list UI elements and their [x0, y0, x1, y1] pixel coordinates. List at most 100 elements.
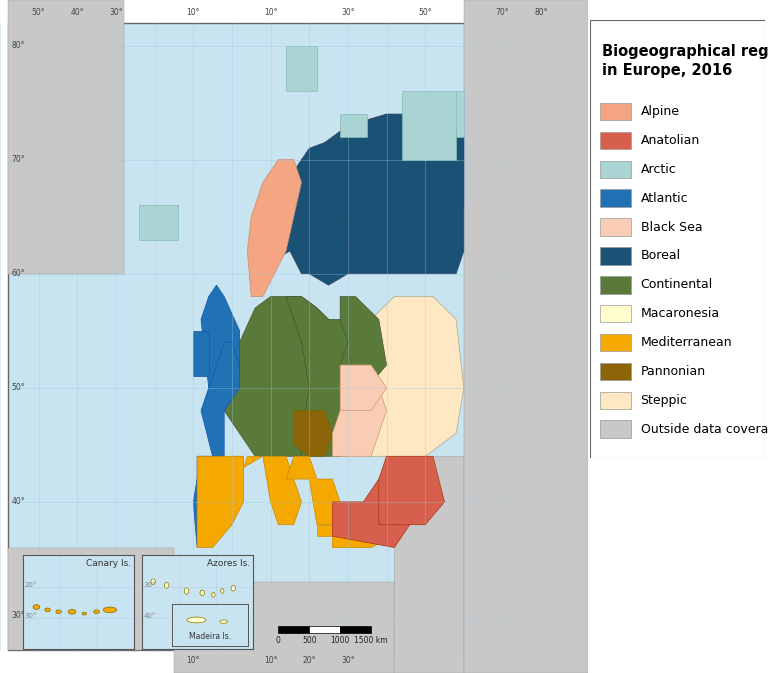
Ellipse shape [212, 592, 215, 597]
Text: 0: 0 [276, 637, 281, 645]
Polygon shape [333, 388, 386, 456]
Text: Canary Is.: Canary Is. [86, 559, 131, 568]
Text: Black Sea: Black Sea [641, 221, 702, 234]
Text: 30°: 30° [12, 612, 25, 621]
Text: Mediterranean: Mediterranean [641, 336, 732, 349]
Polygon shape [286, 46, 317, 92]
Ellipse shape [151, 579, 155, 584]
Text: 40°: 40° [143, 614, 156, 619]
Bar [601, 132, 631, 149]
Text: 1500 km: 1500 km [354, 637, 388, 645]
Polygon shape [174, 581, 394, 673]
Polygon shape [8, 0, 124, 274]
Polygon shape [379, 456, 445, 525]
Text: 1000: 1000 [330, 637, 350, 645]
Bar [601, 363, 631, 380]
Text: 70°: 70° [495, 8, 509, 17]
Polygon shape [340, 297, 386, 388]
Polygon shape [333, 479, 418, 548]
Polygon shape [255, 411, 310, 456]
Text: 10°: 10° [264, 656, 277, 665]
Polygon shape [8, 548, 174, 650]
Bar [601, 161, 631, 178]
Bar [601, 421, 631, 438]
Text: 50°: 50° [31, 8, 45, 17]
Polygon shape [317, 525, 333, 536]
Text: 10°: 10° [264, 8, 277, 17]
Polygon shape [194, 331, 209, 376]
Text: 30°: 30° [24, 614, 37, 619]
Polygon shape [201, 285, 240, 388]
Polygon shape [340, 297, 464, 456]
Text: Anatolian: Anatolian [641, 134, 700, 147]
Bar [601, 247, 631, 264]
Text: Outside data coverage: Outside data coverage [641, 423, 768, 435]
Bar [601, 392, 631, 409]
Bar [601, 305, 631, 322]
Text: 30°: 30° [341, 8, 355, 17]
Ellipse shape [164, 583, 169, 588]
Ellipse shape [220, 589, 224, 594]
Bar [340, 627, 371, 633]
Text: 80°: 80° [12, 41, 25, 50]
Ellipse shape [103, 607, 117, 612]
Polygon shape [456, 92, 464, 137]
Polygon shape [310, 388, 348, 456]
Bar [601, 218, 631, 236]
Text: Pannonian: Pannonian [641, 365, 706, 378]
Text: Biogeographical regions
in Europe, 2016: Biogeographical regions in Europe, 2016 [602, 44, 768, 78]
Text: 30°: 30° [143, 582, 156, 588]
Polygon shape [302, 114, 464, 274]
Polygon shape [340, 365, 386, 411]
Polygon shape [247, 160, 302, 297]
Text: 80°: 80° [535, 8, 548, 17]
Polygon shape [402, 92, 456, 160]
Text: 500: 500 [302, 637, 316, 645]
Bar [601, 334, 631, 351]
Ellipse shape [184, 588, 189, 594]
Ellipse shape [68, 610, 76, 614]
Bar [278, 627, 310, 633]
Text: 10°: 10° [187, 8, 200, 17]
Polygon shape [293, 411, 333, 456]
Text: Macaronesia: Macaronesia [641, 307, 720, 320]
Ellipse shape [94, 610, 99, 614]
Polygon shape [286, 456, 340, 525]
Text: Boreal: Boreal [641, 250, 680, 262]
Text: 20°: 20° [24, 582, 37, 588]
Polygon shape [394, 456, 464, 673]
Text: 20°: 20° [303, 656, 316, 665]
Text: 70°: 70° [12, 155, 25, 164]
Text: Steppic: Steppic [641, 394, 687, 407]
Polygon shape [224, 456, 243, 479]
Text: Atlantic: Atlantic [641, 192, 688, 205]
Polygon shape [201, 342, 240, 456]
Ellipse shape [200, 590, 204, 596]
Polygon shape [224, 297, 340, 456]
Bar [310, 627, 340, 633]
Polygon shape [243, 456, 270, 468]
Text: 60°: 60° [12, 269, 25, 278]
Text: Alpine: Alpine [641, 105, 680, 118]
Bar [601, 103, 631, 120]
Polygon shape [340, 114, 367, 137]
Text: 50°: 50° [419, 8, 432, 17]
Polygon shape [286, 297, 379, 456]
Text: Azores Is.: Azores Is. [207, 559, 250, 568]
Ellipse shape [231, 586, 236, 591]
Polygon shape [263, 114, 464, 285]
Polygon shape [333, 502, 394, 548]
Text: Continental: Continental [641, 279, 713, 291]
Bar [601, 276, 631, 293]
Text: 40°: 40° [12, 497, 25, 506]
Polygon shape [197, 456, 243, 548]
Text: Arctic: Arctic [641, 163, 677, 176]
Polygon shape [139, 205, 178, 240]
Ellipse shape [45, 608, 51, 612]
Text: 50°: 50° [12, 384, 25, 392]
Ellipse shape [56, 610, 61, 614]
Text: 30°: 30° [109, 8, 123, 17]
Text: 10°: 10° [187, 656, 200, 665]
Text: 30°: 30° [341, 656, 355, 665]
Text: 40°: 40° [71, 8, 84, 17]
